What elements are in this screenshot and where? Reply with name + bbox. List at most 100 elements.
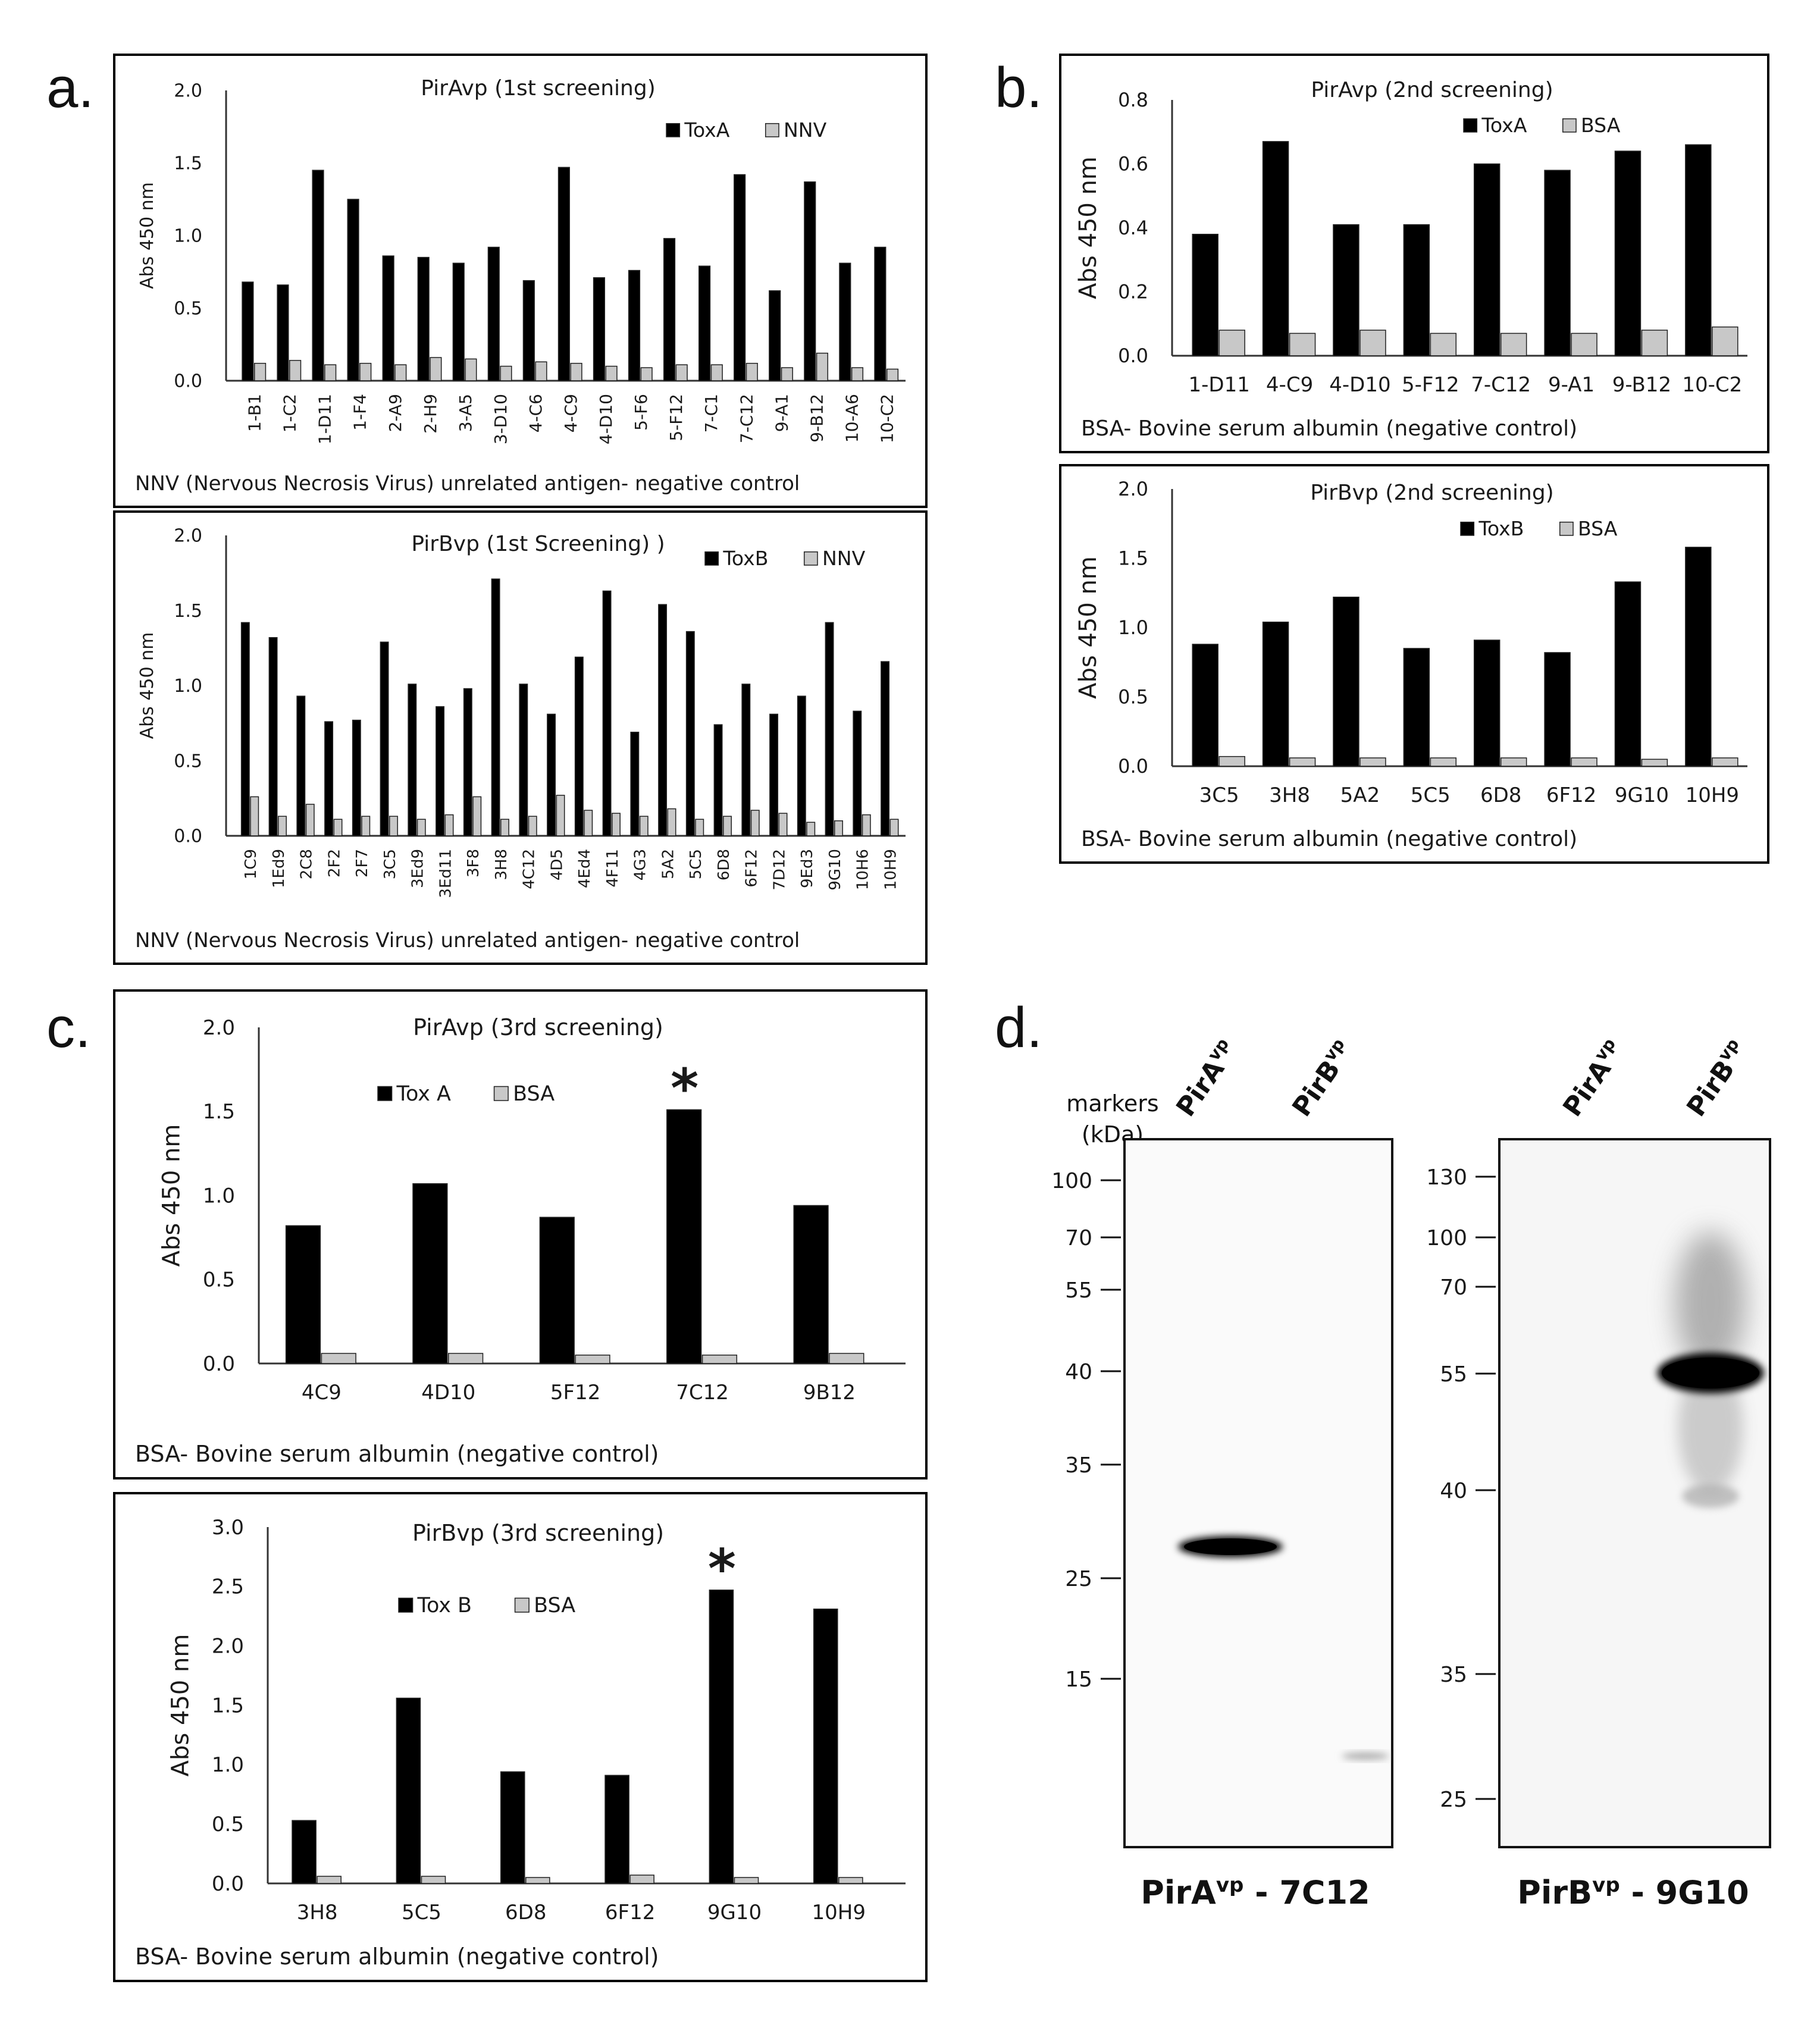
c1-bar-bsa-7C12 xyxy=(701,1355,738,1364)
a1-bar-nnv-4-D10 xyxy=(605,365,618,381)
c2-bar-bsa-6F12 xyxy=(629,1874,654,1884)
b2-bar-bsa-3C5 xyxy=(1218,756,1245,767)
a2-bar-toxb-10H9 xyxy=(881,661,890,836)
b1-note: BSA- Bovine serum albumin (negative cont… xyxy=(1081,416,1577,441)
b1-ytick-label: 0.8 xyxy=(1118,89,1148,111)
a2-bar-toxb-2F7 xyxy=(352,719,361,836)
b1-legend-label-1: BSA xyxy=(1581,114,1621,137)
a1-xtick-label: 1-B1 xyxy=(245,394,265,432)
b1-legend-swatch-1 xyxy=(1562,118,1577,133)
b2-bar-bsa-10H9 xyxy=(1712,757,1738,767)
c2-bar-toxb-9G10 xyxy=(709,1590,734,1884)
a1-bar-nnv-9-A1 xyxy=(781,367,793,381)
blot1-markers-label-55: 55 xyxy=(1065,1278,1092,1303)
a2-bar-nnv-6D8 xyxy=(723,816,732,836)
b2-ytick-label: 0.0 xyxy=(1118,755,1148,778)
a1-ytick-label: 1.5 xyxy=(174,153,202,174)
a2-xtick-label: 1Ed9 xyxy=(270,849,288,888)
b2-xtick-label: 6F12 xyxy=(1546,783,1596,807)
blot2-markers: 130 100 70 55 40 35 25 xyxy=(1426,1165,1496,1812)
a2-xtick-label: 6D8 xyxy=(715,849,733,880)
c1-xtick-label: 7C12 xyxy=(676,1381,729,1405)
b1-ylabel: Abs 450 nm xyxy=(1075,156,1102,299)
a2-bar-nnv-4D5 xyxy=(556,795,565,836)
c2-ytick-label: 1.0 xyxy=(212,1753,244,1777)
a1-bar-toxa-1-C2 xyxy=(277,284,289,381)
a2-xtick-label: 9G10 xyxy=(826,849,844,891)
lane-label-pira-blot2: PirAvp xyxy=(1557,1035,1619,1122)
a2-bar-nnv-7D12 xyxy=(778,813,788,836)
a1-xtick-label: 7-C12 xyxy=(737,394,756,443)
c1-bar-bsa-4D10 xyxy=(448,1353,484,1364)
b2-xtick-label: 10H9 xyxy=(1686,783,1739,807)
b2-xtick-label: 9G10 xyxy=(1615,783,1669,807)
b2-xtick-label: 5C5 xyxy=(1411,783,1451,807)
a2-ytick-label: 0.0 xyxy=(174,826,202,847)
a2-xtick-label: 4G3 xyxy=(632,849,650,880)
a1-xtick-label: 3-A5 xyxy=(456,394,475,432)
b2-legend-label-1: BSA xyxy=(1578,517,1618,540)
c1-legend-label-1: BSA xyxy=(513,1082,555,1106)
a1-bar-nnv-5-F12 xyxy=(675,364,688,381)
b1-xtick-label: 5-F12 xyxy=(1402,373,1459,397)
blot2-caption-main: PirB xyxy=(1517,1874,1592,1911)
a1-bar-toxa-4-D10 xyxy=(593,277,606,381)
b1-bar-toxa-7-C12 xyxy=(1473,163,1501,356)
b2-bar-bsa-9G10 xyxy=(1641,758,1668,767)
c1-xtick-label: 9B12 xyxy=(803,1381,856,1405)
a1-bar-toxa-1-B1 xyxy=(242,281,254,381)
a1-xtick-label: 2-H9 xyxy=(421,394,440,434)
c2-bar-bsa-6D8 xyxy=(525,1877,550,1884)
a2-bar-nnv-10H9 xyxy=(889,819,899,836)
a2-bar-nnv-3C5 xyxy=(389,816,398,836)
c1-ylabel: Abs 450 nm xyxy=(158,1124,186,1267)
blot1-markers-label-100: 100 xyxy=(1051,1169,1092,1193)
b2-xtick-label: 3H8 xyxy=(1269,783,1310,807)
svg-text:PirBvp: PirBvp xyxy=(1285,1035,1359,1122)
a1-xtick-label: 1-F4 xyxy=(350,394,370,431)
a2-xtick-label: 3F8 xyxy=(465,849,483,877)
blot2-smear-lower xyxy=(1678,1362,1743,1493)
c2-ytick-label: 3.0 xyxy=(212,1516,244,1540)
a2-ylabel: Abs 450 nm xyxy=(137,632,158,739)
a2-xtick-label: 3Ed9 xyxy=(409,849,427,888)
b2-bar-toxb-6D8 xyxy=(1473,640,1501,767)
a2-bar-toxb-4D5 xyxy=(547,713,556,836)
a1-ytick-label: 2.0 xyxy=(174,81,202,102)
blot1-caption-rest: - 7C12 xyxy=(1243,1874,1370,1911)
a1-bar-nnv-9-B12 xyxy=(816,352,829,381)
a2-bar-toxb-1Ed9 xyxy=(268,637,278,836)
b1-legend-label-0: ToxA xyxy=(1481,114,1527,137)
b1-bar-toxa-5-F12 xyxy=(1403,224,1430,356)
chart-b1: 0.0 0.2 0.4 0.6 0.8 Abs 450 nm PirAvp (2nd scr… xyxy=(1075,78,1747,441)
a1-ytick-label: 0.0 xyxy=(174,371,202,392)
a1-note: NNV (Nervous Necrosis Virus) unrelated a… xyxy=(135,472,800,496)
a1-legend-swatch-1 xyxy=(765,123,779,137)
c2-ylabel: Abs 450 nm xyxy=(167,1634,195,1777)
a2-xtick-label: 4Ed4 xyxy=(576,849,594,888)
a1-ylabel: Abs 450 nm xyxy=(137,182,158,289)
b2-bar-toxb-5A2 xyxy=(1333,596,1359,767)
b2-xtick-label: 6D8 xyxy=(1480,783,1521,807)
chart-c2: 0.0 0.5 1.0 1.5 2.0 2.5 3.0 Abs 450 nm PirBvp (3… xyxy=(135,1516,906,1970)
a1-bar-toxa-9-B12 xyxy=(804,181,816,381)
a1-bar-toxa-4-C6 xyxy=(522,280,535,381)
a1-bar-nnv-3-A5 xyxy=(465,358,477,381)
c1-legend-swatch-0 xyxy=(377,1086,393,1101)
b2-note: BSA- Bovine serum albumin (negative cont… xyxy=(1081,827,1577,851)
b1-xtick-label: 4-D10 xyxy=(1329,373,1390,397)
blot2-markers-label-130: 130 xyxy=(1426,1165,1467,1190)
b1-xtick-label: 10-C2 xyxy=(1682,373,1742,397)
a2-bar-nnv-4C12 xyxy=(528,816,537,836)
a2-xtick-label: 1C9 xyxy=(242,849,260,879)
a1-xtick-label: 1-D11 xyxy=(315,394,335,444)
a1-bar-toxa-9-A1 xyxy=(769,290,781,381)
b1-bar-bsa-4-C9 xyxy=(1289,333,1316,356)
a1-bar-toxa-5-F6 xyxy=(628,269,641,381)
a1-bar-nnv-5-F6 xyxy=(640,367,653,381)
c1-bar-toxa-5F12 xyxy=(539,1217,575,1364)
c2-significance-marker: * xyxy=(708,1538,736,1600)
a1-xtick-label: 10-A6 xyxy=(842,394,862,443)
b2-xtick-label: 5A2 xyxy=(1340,783,1380,807)
a1-bar-nnv-4-C9 xyxy=(570,362,582,381)
